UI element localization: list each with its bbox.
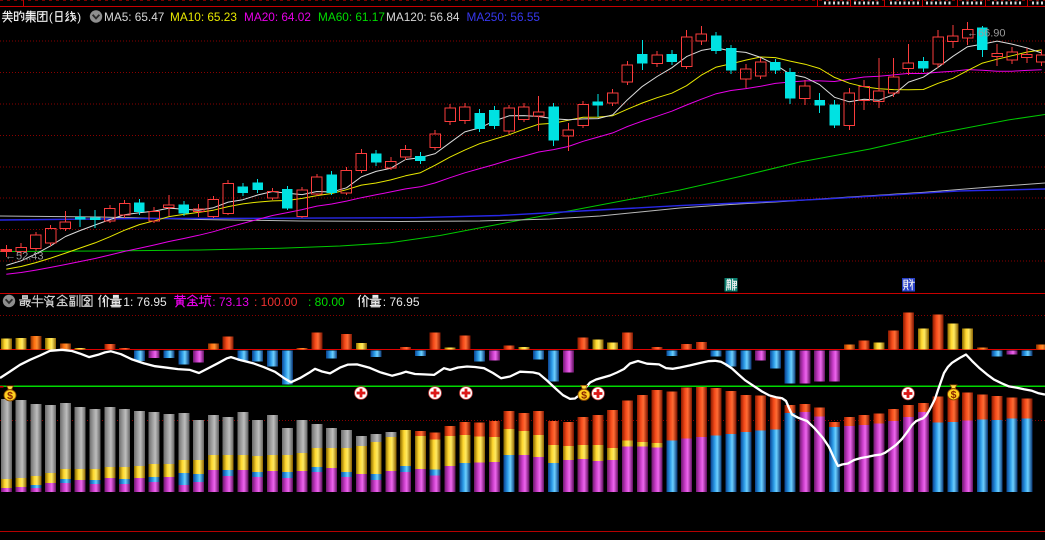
svg-text:MA20: 64.02: MA20: 64.02	[244, 10, 311, 24]
svg-text:$: $	[581, 390, 587, 402]
svg-text:: 76.95: : 76.95	[383, 295, 420, 309]
svg-text:: 80.00: : 80.00	[308, 295, 345, 309]
svg-text:MA120: 56.84: MA120: 56.84	[386, 10, 460, 24]
svg-text:$: $	[951, 389, 957, 401]
svg-text:: 73.13: : 73.13	[212, 295, 249, 309]
svg-text:): )	[77, 10, 81, 24]
svg-text:←66.90: ←66.90	[967, 28, 1006, 40]
svg-text:$: $	[7, 390, 13, 402]
svg-text:MA5: 65.47: MA5: 65.47	[104, 10, 164, 24]
svg-text:1: 76.95: 1: 76.95	[123, 295, 167, 309]
svg-text:MA10: 65.23: MA10: 65.23	[170, 10, 237, 24]
svg-text:←52.43: ←52.43	[5, 251, 44, 263]
svg-text:MA250: 56.55: MA250: 56.55	[467, 10, 541, 24]
svg-text:MA60: 61.17: MA60: 61.17	[318, 10, 385, 24]
svg-text:(: (	[49, 10, 53, 24]
svg-text:: 100.00: : 100.00	[254, 295, 298, 309]
